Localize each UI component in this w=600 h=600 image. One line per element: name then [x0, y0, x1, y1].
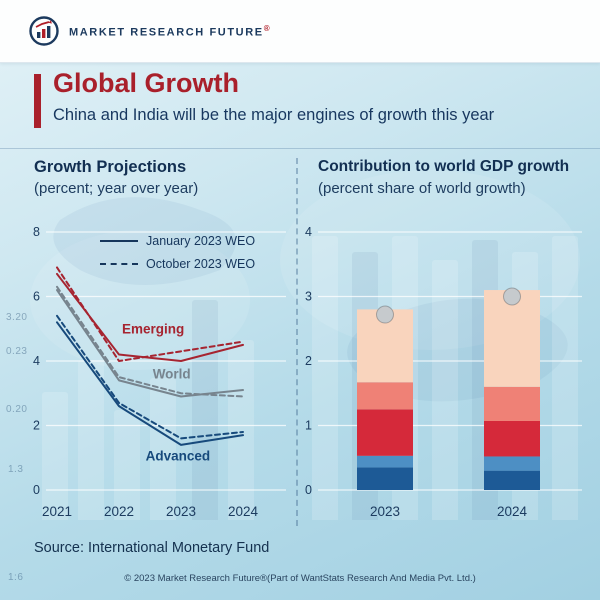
copyright-note: © 2023 Market Research Future®(Part of W… — [124, 573, 476, 584]
chart-legend: January 2023 WEO October 2023 WEO — [100, 234, 255, 271]
left-chart-title: Growth Projections — [34, 158, 187, 176]
svg-text:2024: 2024 — [228, 504, 259, 519]
svg-text:2024: 2024 — [497, 504, 528, 519]
panel-divider — [296, 158, 298, 526]
svg-text:2023: 2023 — [370, 504, 400, 519]
legend-item-october: October 2023 WEO — [100, 257, 255, 271]
bg-ticker-number: 0.23 — [6, 346, 28, 357]
svg-text:6: 6 — [33, 290, 40, 304]
svg-text:4: 4 — [305, 225, 312, 239]
svg-text:3: 3 — [305, 290, 312, 304]
header-bar: MARKET RESEARCH FUTURE® — [0, 0, 600, 63]
horizontal-divider — [0, 148, 600, 149]
registered-mark: ® — [263, 23, 272, 33]
svg-text:0: 0 — [305, 483, 312, 497]
svg-text:1: 1 — [305, 419, 312, 433]
mrf-logo-icon — [29, 16, 59, 46]
svg-text:4: 4 — [33, 354, 40, 368]
solid-line-sample — [100, 240, 138, 242]
svg-text:0: 0 — [33, 483, 40, 497]
brand-name: MARKET RESEARCH FUTURE® — [69, 23, 272, 39]
svg-text:2021: 2021 — [42, 504, 72, 519]
bg-ticker-number: 3.20 — [6, 312, 28, 323]
dashed-line-sample — [100, 263, 138, 265]
right-chart-title: Contribution to world GDP growth — [318, 158, 570, 175]
svg-text:8: 8 — [33, 225, 40, 239]
growth-projections-chart: 0 2 4 6 8 2021 2022 2023 2024 Emerging World Advanc… — [33, 225, 286, 519]
svg-text:2022: 2022 — [104, 504, 134, 519]
svg-text:2023: 2023 — [166, 504, 196, 519]
legend-item-january: January 2023 WEO — [100, 234, 255, 248]
left-chart-subtitle: (percent; year over year) — [34, 180, 199, 197]
svg-text:2: 2 — [305, 354, 312, 368]
page-subtitle: China and India will be the major engine… — [53, 106, 495, 124]
svg-text:World: World — [153, 367, 191, 382]
page-title: Global Growth — [53, 68, 239, 98]
source-note: Source: International Monetary Fund — [34, 540, 270, 556]
brand-logo: MARKET RESEARCH FUTURE® — [28, 15, 271, 47]
svg-text:Emerging: Emerging — [122, 322, 184, 337]
svg-text:Advanced: Advanced — [146, 448, 211, 463]
gdp-contribution-chart: 0 1 2 3 4 2023 2024 — [305, 225, 582, 519]
bg-ticker-number: 1.3 — [8, 464, 24, 475]
legend-label: January 2023 WEO — [146, 234, 256, 248]
svg-text:2: 2 — [33, 419, 40, 433]
right-chart-subtitle: (percent share of world growth) — [318, 180, 526, 197]
legend-label: October 2023 WEO — [146, 257, 256, 271]
title-accent-bar — [34, 74, 41, 128]
bg-ticker-number: 0.20 — [6, 404, 28, 415]
